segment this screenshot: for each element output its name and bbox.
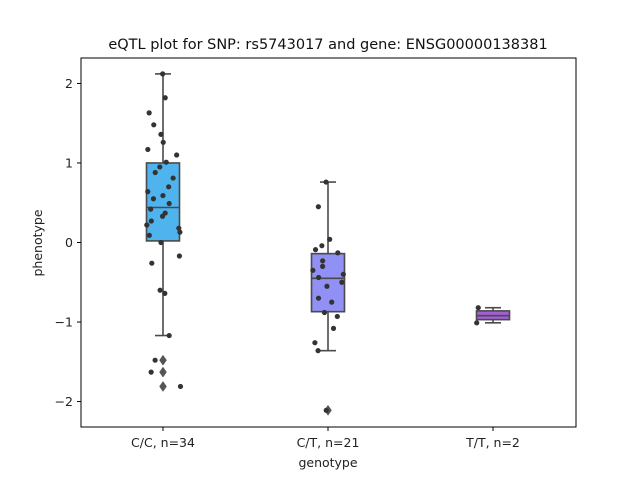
data-point <box>148 218 154 224</box>
data-point <box>146 232 152 238</box>
data-point <box>475 305 481 311</box>
data-point <box>324 283 330 289</box>
y-tick-label: 0 <box>65 235 73 250</box>
data-point <box>319 243 325 249</box>
data-point <box>150 196 157 202</box>
y-tick-label: −2 <box>55 394 73 409</box>
data-point <box>148 206 154 212</box>
data-point <box>321 309 328 316</box>
x-axis-label: genotype <box>298 455 357 470</box>
data-point <box>148 369 154 375</box>
data-point <box>160 192 166 199</box>
data-point <box>315 348 321 354</box>
data-point <box>327 236 333 242</box>
data-point <box>151 122 157 128</box>
data-point <box>157 287 163 293</box>
data-point <box>330 325 337 331</box>
data-point <box>315 274 322 281</box>
data-point <box>158 239 164 246</box>
data-point <box>145 146 151 153</box>
data-point <box>145 189 151 195</box>
y-tick-label: 2 <box>65 76 73 91</box>
box-0 <box>145 162 181 242</box>
data-point <box>176 225 182 231</box>
outlier-marker <box>159 354 167 366</box>
x-tick-label: C/C, n=34 <box>131 435 195 450</box>
data-point <box>323 179 329 185</box>
data-point <box>177 383 184 390</box>
data-point <box>312 340 318 346</box>
data-point <box>315 204 321 210</box>
outlier-marker <box>159 381 167 392</box>
box-1 <box>310 252 346 313</box>
data-point <box>144 222 150 228</box>
data-point <box>163 159 169 165</box>
outlier-marker <box>159 366 167 378</box>
data-point <box>177 229 183 235</box>
y-tick-label: −1 <box>55 315 73 330</box>
x-tick-label: T/T, n=2 <box>465 435 520 450</box>
data-point <box>176 253 183 259</box>
data-point <box>320 263 326 269</box>
data-point <box>152 169 158 176</box>
axes: C/C, n=34 C/T, n=21 T/T, n=2 2 1 0 −1 −2 <box>55 76 520 450</box>
data-point <box>315 295 322 301</box>
data-point <box>146 110 152 116</box>
data-point <box>157 164 163 170</box>
data-point <box>320 258 326 264</box>
data-point <box>162 95 168 101</box>
x-tick-label: C/T, n=21 <box>297 435 360 450</box>
data-point <box>170 175 176 181</box>
data-point <box>474 320 480 326</box>
data-point <box>166 332 172 339</box>
data-point <box>152 357 158 363</box>
data-point <box>159 213 166 219</box>
y-tick-label: 1 <box>65 155 73 170</box>
data-point <box>160 71 166 77</box>
data-point <box>335 250 341 256</box>
data-point <box>158 131 164 137</box>
y-axis-label: phenotype <box>30 209 45 276</box>
data-point <box>166 184 172 190</box>
data-point <box>310 267 316 273</box>
data-point <box>339 279 345 285</box>
data-point <box>312 247 319 253</box>
plot-area <box>144 71 511 416</box>
data-point <box>174 152 180 158</box>
data-point <box>323 407 329 413</box>
data-point <box>162 290 168 296</box>
data-point <box>160 139 166 145</box>
chart-title: eQTL plot for SNP: rs5743017 and gene: E… <box>108 37 547 53</box>
data-point <box>340 271 346 277</box>
data-point <box>166 200 172 207</box>
data-point <box>334 313 340 320</box>
data-point <box>329 299 335 305</box>
data-point <box>149 260 155 266</box>
